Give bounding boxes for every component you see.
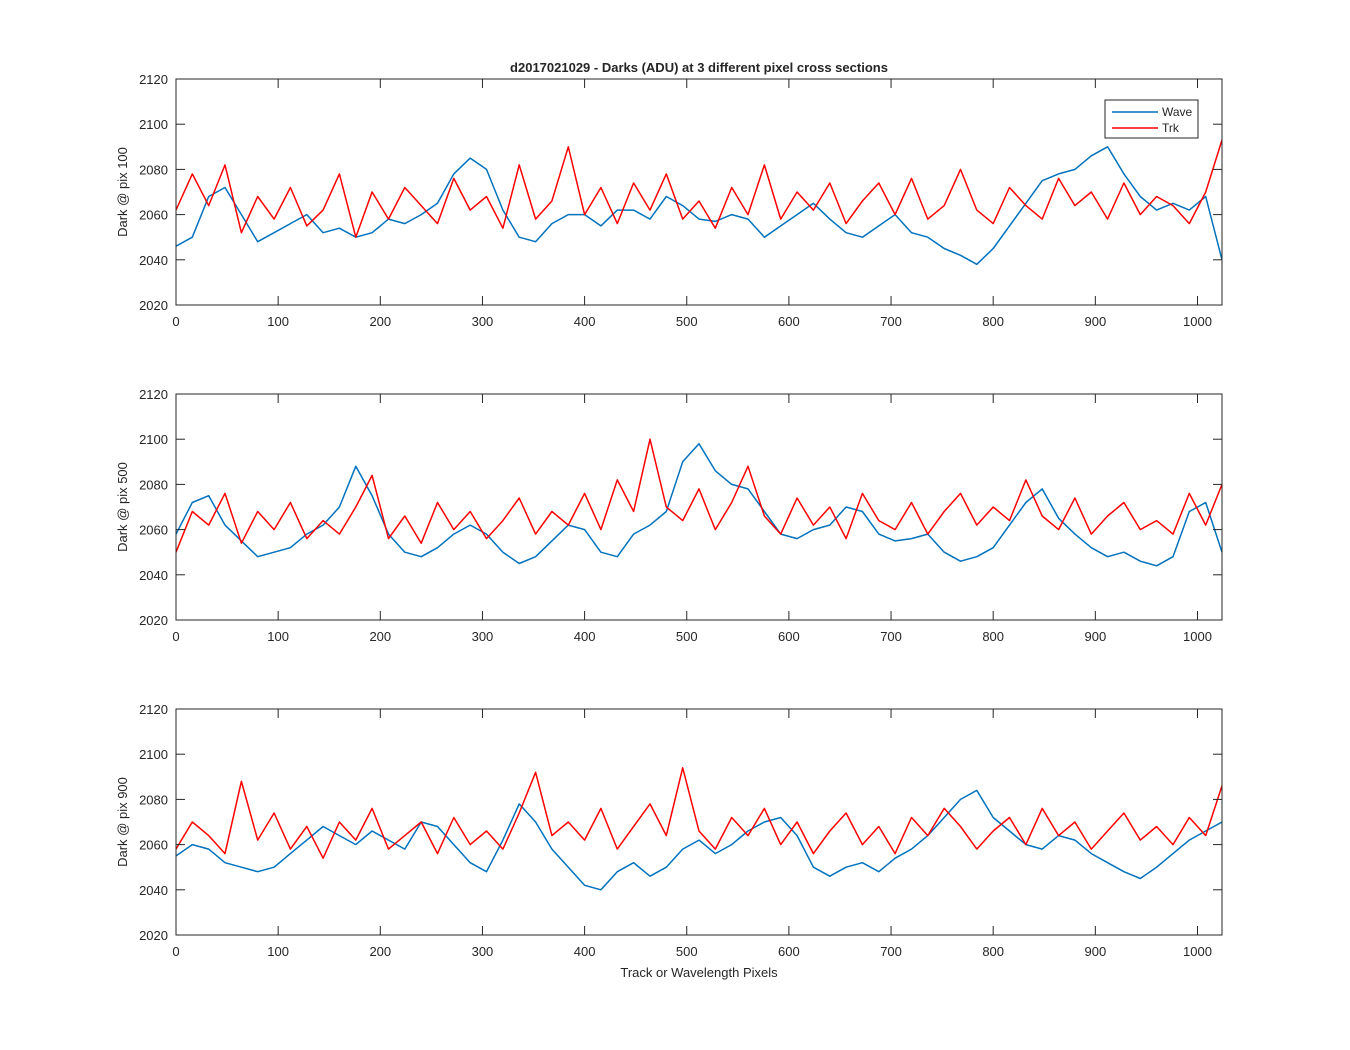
y-axis-label-1: Dark @ pix 100 — [115, 147, 130, 237]
axes-box-1 — [175, 78, 1223, 306]
y-tick-label: 2080 — [139, 792, 168, 807]
y-axis-label-3: Dark @ pix 900 — [115, 777, 130, 867]
subplot-1: Dark @ pix 100 0 100 200 300 400 500 600 700 800… — [115, 72, 1223, 329]
y-tick-label: 2120 — [139, 72, 168, 87]
legend: Wave Trk — [1104, 99, 1199, 139]
x-tick-label: 700 — [880, 944, 902, 959]
x-tick-label: 1000 — [1183, 314, 1212, 329]
x-axis-label: Track or Wavelength Pixels — [620, 965, 778, 980]
plot-area-1 — [176, 139, 1222, 266]
y-axis-label-2: Dark @ pix 500 — [115, 462, 130, 552]
x-tick-label: 800 — [982, 314, 1004, 329]
y-tick-label: 2120 — [139, 702, 168, 717]
x-tick-label: 600 — [778, 314, 800, 329]
x-tick-label: 900 — [1084, 314, 1106, 329]
y-tick-label: 2040 — [139, 568, 168, 583]
subplot-2: Dark @ pix 500 0 100 200 300 400 500 600 700 800… — [115, 387, 1223, 644]
y-tick-label: 2020 — [139, 928, 168, 943]
axes-box-2 — [175, 393, 1223, 621]
legend-label-trk: Trk — [1162, 121, 1180, 135]
x-tick-label: 0 — [172, 629, 179, 644]
y-tick-label: 2100 — [139, 117, 168, 132]
x-tick-label: 600 — [778, 944, 800, 959]
x-tick-label: 900 — [1084, 629, 1106, 644]
y-tick-label: 2100 — [139, 432, 168, 447]
y-tick-label: 2120 — [139, 387, 168, 402]
x-tick-label: 300 — [472, 314, 494, 329]
x-tick-label: 600 — [778, 629, 800, 644]
x-tick-label: 300 — [472, 629, 494, 644]
y-tick-label: 2080 — [139, 477, 168, 492]
x-tick-label: 0 — [172, 314, 179, 329]
x-tick-label: 700 — [880, 314, 902, 329]
x-tick-label: 900 — [1084, 944, 1106, 959]
x-tick-label: 400 — [574, 944, 596, 959]
y-tick-label: 2040 — [139, 253, 168, 268]
y-tick-label: 2040 — [139, 883, 168, 898]
x-tick-label: 1000 — [1183, 629, 1212, 644]
y-tick-label: 2060 — [139, 208, 168, 223]
x-tick-label: 500 — [676, 314, 698, 329]
x-tick-label: 400 — [574, 629, 596, 644]
x-tick-label: 200 — [369, 314, 391, 329]
x-tick-label: 500 — [676, 629, 698, 644]
x-tick-label: 200 — [369, 629, 391, 644]
subplot-3: Dark @ pix 900 Track or Wavelength Pixel… — [115, 702, 1223, 980]
y-tick-label: 2060 — [139, 838, 168, 853]
chart-title: d2017021029 - Darks (ADU) at 3 different… — [510, 60, 888, 75]
series-line-trk-3 — [176, 767, 1222, 859]
series-line-trk-1 — [176, 139, 1222, 238]
x-tick-label: 300 — [472, 944, 494, 959]
y-tick-label: 2020 — [139, 613, 168, 628]
x-tick-label: 100 — [267, 629, 289, 644]
y-tick-label: 2080 — [139, 162, 168, 177]
x-tick-label: 700 — [880, 629, 902, 644]
plot-area-3 — [176, 767, 1222, 891]
x-tick-label: 800 — [982, 629, 1004, 644]
legend-label-wave: Wave — [1162, 105, 1193, 119]
x-tick-label: 100 — [267, 944, 289, 959]
x-tick-label: 800 — [982, 944, 1004, 959]
series-line-wave-3 — [176, 789, 1222, 891]
plot-area-2 — [176, 438, 1222, 567]
series-line-trk-2 — [176, 438, 1222, 553]
x-tick-label: 400 — [574, 314, 596, 329]
y-tick-label: 2020 — [139, 298, 168, 313]
x-tick-label: 1000 — [1183, 944, 1212, 959]
x-tick-label: 100 — [267, 314, 289, 329]
axes-box-3 — [175, 708, 1223, 936]
x-tick-label: 0 — [172, 944, 179, 959]
y-tick-label: 2100 — [139, 747, 168, 762]
x-tick-label: 500 — [676, 944, 698, 959]
legend-box — [1104, 99, 1199, 139]
series-line-wave-1 — [176, 146, 1222, 266]
x-tick-label: 200 — [369, 944, 391, 959]
series-line-wave-2 — [176, 442, 1222, 567]
y-tick-label: 2060 — [139, 523, 168, 538]
